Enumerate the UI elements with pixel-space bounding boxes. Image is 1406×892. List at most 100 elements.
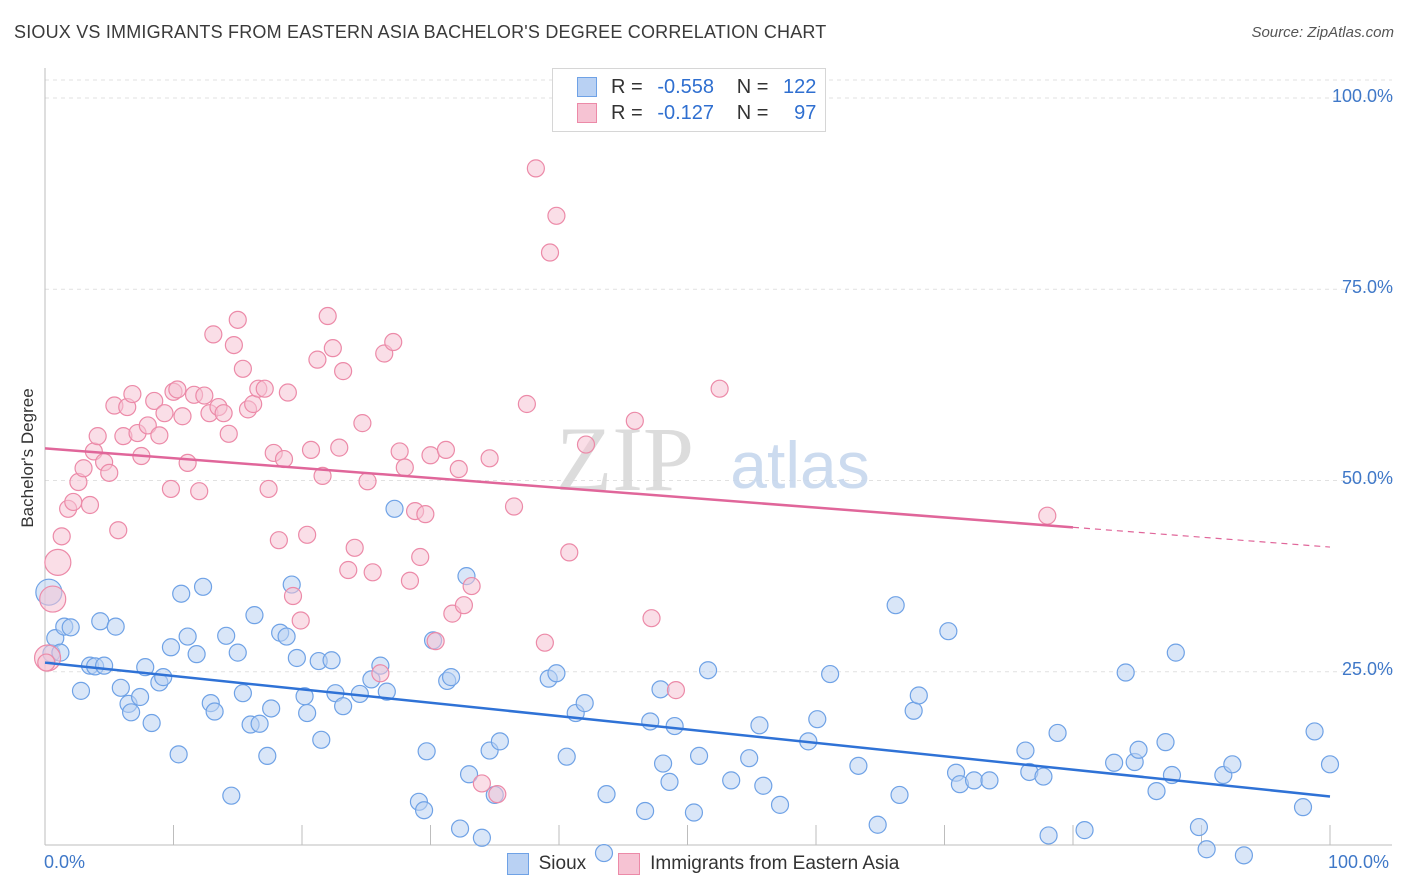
eastern-asia-point [64, 492, 83, 512]
eastern-asia-point [540, 243, 560, 262]
sioux-point [187, 645, 206, 664]
eastern-asia-point [88, 427, 107, 446]
eastern-asia-point [204, 325, 223, 344]
sioux-point [228, 643, 247, 662]
y-axis-label: Bachelor's Degree [18, 388, 37, 528]
sioux-point [205, 702, 224, 721]
sioux-point [154, 668, 173, 687]
sioux-point [312, 730, 331, 749]
n-label: N = [736, 75, 769, 98]
sioux-point [178, 627, 197, 646]
eastern-asia-point [421, 446, 440, 465]
eastern-asia-point [390, 442, 409, 461]
sioux-point [334, 697, 353, 716]
eastern-asia-point [228, 310, 247, 329]
legend-row-eastern-asia: R = -0.127 N = 97 [577, 102, 816, 124]
source-credit: Source: ZipAtlas.com [1251, 24, 1394, 41]
sioux-point [217, 626, 236, 645]
sioux-point [1105, 753, 1124, 772]
sioux-point [980, 771, 999, 790]
sioux-point [939, 622, 958, 641]
series-legend: Sioux Immigrants from Eastern Asia [0, 852, 1406, 876]
eastern-asia-point [168, 380, 187, 399]
sioux-point [287, 648, 306, 668]
eastern-asia-point [416, 505, 435, 524]
eastern-asia-point [308, 350, 327, 369]
eastern-asia-point [123, 384, 142, 404]
eastern-asia-point [488, 785, 507, 804]
sioux-point [689, 746, 709, 766]
n-label: N = [736, 101, 769, 124]
sioux-point [1223, 755, 1242, 774]
sioux-point [490, 732, 509, 751]
eastern-asia-point [318, 306, 337, 326]
y-tick-25: 25.0% [1341, 659, 1393, 679]
sioux-point [1016, 741, 1035, 760]
eastern-asia-point [625, 411, 644, 430]
eastern-asia-point [426, 632, 445, 651]
eastern-asia-point [1038, 506, 1057, 525]
eastern-asia-point [339, 560, 358, 580]
legend-item-sioux[interactable]: Sioux [506, 853, 587, 875]
sioux-point [277, 627, 296, 646]
trend-lines [44, 447, 1331, 798]
sioux-point [106, 617, 125, 636]
eastern-asia-point [313, 466, 332, 486]
r-label: R = [611, 75, 643, 98]
legend-label-sioux: Sioux [538, 853, 587, 874]
eastern-asia-point [504, 497, 524, 516]
r-value-sioux: -0.558 [657, 75, 715, 98]
eastern-asia-point [100, 463, 119, 482]
sioux-point [557, 747, 576, 766]
eastern-asia-point [358, 472, 377, 491]
sioux-point [1039, 826, 1058, 845]
sioux-point [193, 577, 213, 596]
sioux-point [71, 681, 91, 700]
sioux-point [142, 713, 161, 733]
y-tick-50: 50.0% [1341, 468, 1393, 488]
watermark: ZIP atlas [556, 408, 870, 510]
sioux-point [1293, 798, 1313, 817]
eastern-asia-point [642, 609, 661, 628]
sioux-point [1234, 846, 1254, 865]
r-value-eastern-asia: -0.127 [657, 101, 715, 124]
eastern-asia-point [666, 681, 686, 700]
eastern-asia-point [710, 379, 729, 398]
legend-item-eastern-asia[interactable]: Immigrants from Eastern Asia [618, 853, 899, 875]
sioux-point [1320, 755, 1340, 774]
watermark-atlas: atlas [730, 428, 869, 502]
sioux-point [111, 678, 130, 697]
eastern-asia-point [449, 459, 468, 479]
sioux-point [459, 765, 479, 784]
eastern-asia-point [195, 386, 214, 405]
legend-swatch-eastern-asia [577, 103, 597, 123]
n-value-eastern-asia: 97 [794, 101, 817, 124]
sioux-point [653, 754, 673, 773]
eastern-asia-trend-extension [1072, 526, 1331, 548]
sioux-point [172, 584, 191, 603]
eastern-asia-point [454, 596, 474, 615]
sioux-point [1116, 663, 1135, 682]
eastern-asia-point [233, 359, 252, 378]
legend-swatch-sioux [506, 853, 529, 875]
sioux-point [130, 687, 150, 707]
sioux-point [1156, 733, 1175, 752]
legend-label-eastern-asia: Immigrants from Eastern Asia [650, 853, 900, 874]
eastern-asia-point [363, 563, 382, 582]
sioux-point [262, 699, 281, 718]
sioux-point [1075, 821, 1094, 840]
eastern-asia-point [74, 459, 93, 478]
eastern-asia-point [547, 206, 566, 225]
sioux-point [740, 749, 759, 768]
sioux-point [414, 801, 434, 820]
eastern-asia-point [244, 394, 263, 414]
legend-row-sioux: R = -0.558 N = 122 [577, 76, 816, 98]
stats-legend: R = -0.558 N = 122 R = -0.127 N = 97 [552, 68, 826, 132]
eastern-asia-point [384, 332, 403, 352]
sioux-point [547, 664, 566, 683]
legend-swatch-sioux [577, 77, 597, 97]
eastern-asia-point [259, 479, 278, 499]
axes [44, 68, 1392, 846]
sioux-point [597, 785, 616, 804]
sioux-point [161, 638, 181, 657]
